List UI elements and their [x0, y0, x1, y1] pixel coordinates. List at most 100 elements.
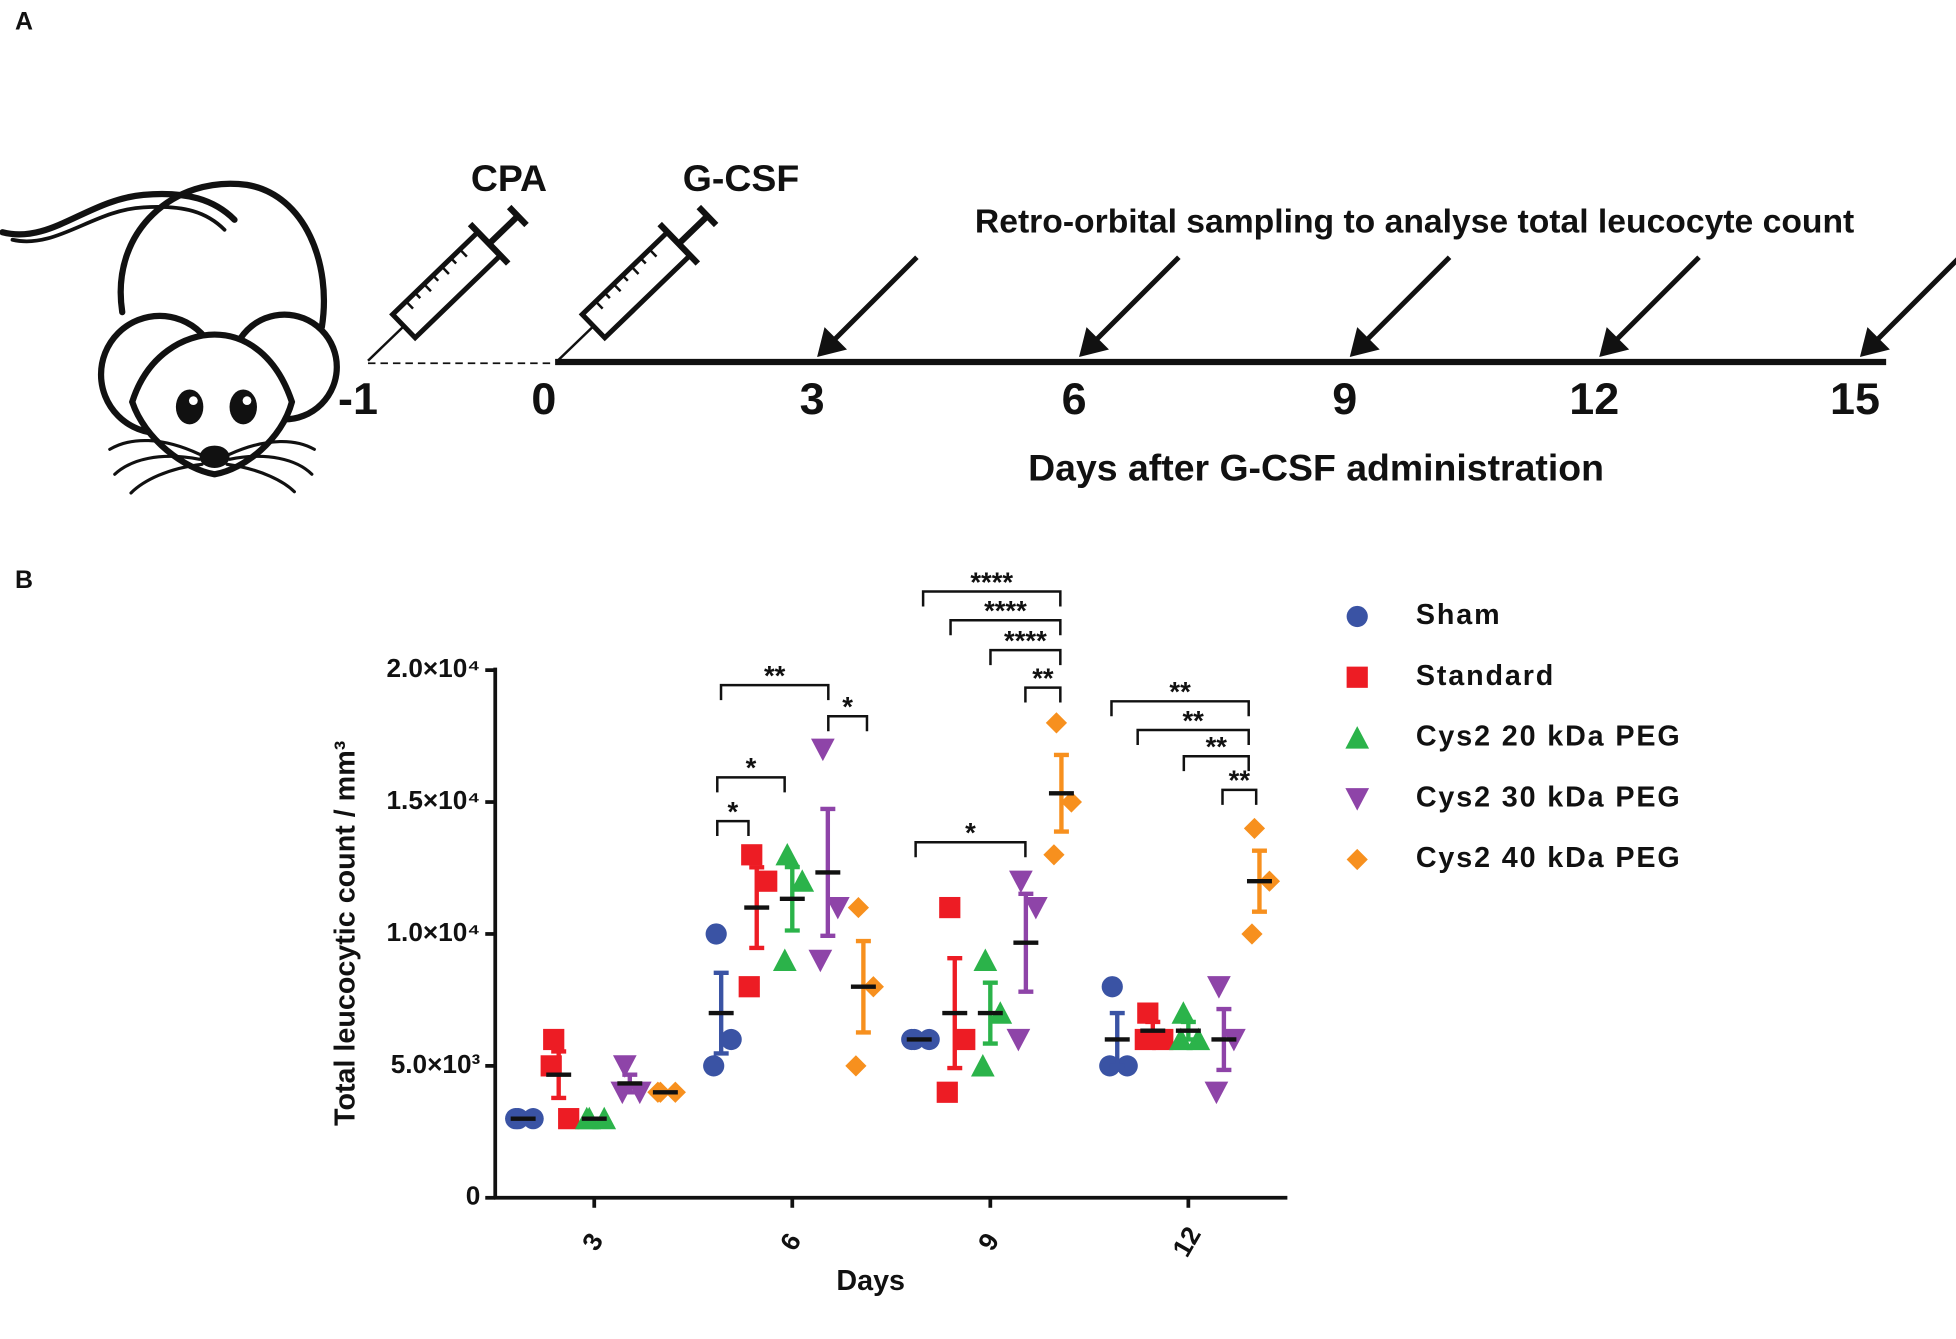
x-axis-label: Days	[836, 1265, 905, 1297]
significance-bracket	[827, 715, 869, 732]
arrow-head	[1599, 327, 1630, 358]
data-point	[1186, 1027, 1211, 1051]
significance-bracket	[1221, 788, 1258, 805]
significance-label: **	[764, 660, 786, 691]
sampling-arrow	[1868, 257, 1956, 349]
x-tick-label: 6	[774, 1228, 807, 1256]
syringe	[367, 204, 529, 362]
significance-label: *	[746, 752, 757, 783]
y-tick-label: 1.5×10⁴	[386, 785, 480, 815]
sampling-arrow	[1357, 255, 1452, 349]
x-tick-label: 12	[1166, 1222, 1207, 1262]
significance-bracket	[1110, 700, 1250, 717]
timeline-tick-label: 12	[1569, 373, 1619, 424]
legend-marker	[1345, 726, 1370, 749]
legend-marker	[1346, 848, 1368, 871]
significance-bracket	[949, 618, 1062, 636]
data-point	[543, 1028, 565, 1051]
data-point	[741, 844, 763, 866]
significance-label: **	[1183, 705, 1205, 736]
significance-label: **	[1229, 765, 1251, 796]
timeline-tick-label: 15	[1830, 373, 1880, 424]
y-tick-label: 5.0×10³	[391, 1049, 481, 1079]
syringe	[556, 204, 719, 362]
significance-bracket	[716, 776, 786, 793]
significance-bracket	[921, 590, 1062, 607]
data-point	[1241, 923, 1263, 945]
data-point	[808, 949, 833, 973]
y-axis-label: Total leucocytic count / mm³	[329, 741, 361, 1126]
legend-marker	[1345, 788, 1370, 811]
significance-label: ****	[970, 566, 1013, 597]
significance-bracket	[716, 819, 750, 837]
timeline-tick-label: 9	[1332, 373, 1357, 424]
data-point	[936, 1081, 958, 1103]
data-point	[738, 976, 760, 998]
legend-label: Cys2 40 kDa PEG	[1416, 842, 1682, 874]
timeline-tick-label: 6	[1062, 373, 1087, 424]
data-point	[772, 948, 797, 971]
sampling-arrow	[825, 255, 919, 349]
data-point	[970, 1054, 995, 1077]
data-point	[939, 896, 961, 919]
data-point	[627, 1081, 652, 1105]
data-point	[1243, 817, 1266, 840]
x-tick-label: 9	[972, 1228, 1005, 1256]
data-point	[810, 738, 835, 762]
significance-bracket	[1136, 728, 1250, 745]
y-tick-label: 2.0×10⁴	[386, 653, 480, 683]
data-point	[1023, 896, 1048, 920]
data-point	[775, 842, 800, 866]
data-point	[705, 923, 727, 945]
arrow-head	[1079, 327, 1109, 358]
data-point	[845, 1055, 867, 1077]
arrow-head	[817, 327, 848, 358]
injection-label: CPA	[471, 157, 547, 199]
data-point	[1009, 870, 1033, 894]
significance-label: ****	[984, 595, 1027, 626]
legend-marker	[1346, 666, 1368, 688]
data-point	[756, 870, 778, 892]
significance-bracket	[914, 841, 1027, 858]
significance-bracket	[719, 683, 830, 701]
data-point	[1137, 1002, 1159, 1024]
sampling-note: Retro-orbital sampling to analyse total …	[975, 203, 1854, 240]
data-point	[1207, 976, 1231, 999]
legend-marker	[1346, 605, 1368, 628]
sampling-arrow	[1087, 255, 1181, 349]
data-point	[973, 948, 998, 971]
significance-label: *	[728, 796, 739, 827]
significance-bracket	[1024, 686, 1062, 703]
data-point	[558, 1108, 580, 1130]
data-point	[1204, 1081, 1229, 1105]
mouse-illustration	[0, 180, 340, 495]
data-point	[1101, 976, 1123, 998]
timeline-tick-label: 3	[800, 373, 825, 424]
significance-bracket	[1182, 754, 1250, 772]
data-point	[825, 896, 850, 920]
legend-label: Cys2 20 kDa PEG	[1416, 721, 1682, 753]
injection-label: G-CSF	[683, 157, 799, 199]
timeline-label: Days after G-CSF administration	[1028, 446, 1604, 488]
data-point	[1006, 1028, 1031, 1052]
significance-bracket	[989, 648, 1062, 666]
data-point	[612, 1055, 637, 1078]
timeline-tick-label: 0	[531, 373, 556, 424]
legend-label: Sham	[1416, 599, 1502, 631]
data-point	[1045, 712, 1068, 734]
significance-label: **	[1206, 731, 1228, 762]
legend-label: Standard	[1416, 660, 1555, 692]
data-point	[1152, 1028, 1174, 1051]
data-point	[790, 869, 815, 892]
legend-label: Cys2 30 kDa PEG	[1416, 781, 1682, 813]
panel-label: B	[15, 566, 33, 594]
timeline-tick-label: -1	[338, 373, 378, 424]
significance-label: **	[1169, 676, 1191, 707]
significance-label: *	[842, 691, 853, 722]
significance-label: *	[965, 817, 976, 848]
data-point	[954, 1028, 976, 1051]
data-point	[1116, 1055, 1138, 1077]
arrow-head	[1859, 327, 1890, 358]
x-tick-label: 3	[576, 1228, 609, 1256]
